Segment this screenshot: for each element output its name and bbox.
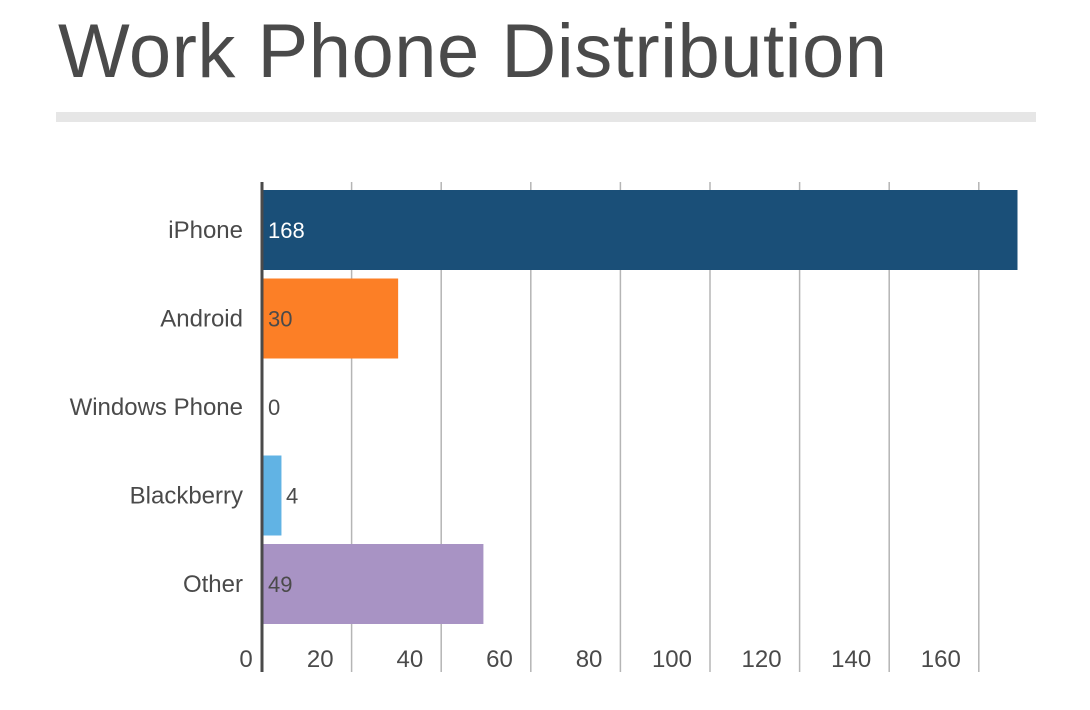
category-label: Blackberry [130,483,243,510]
x-tick-label: 140 [831,646,871,673]
x-tick-label: 0 [239,646,252,673]
bar-iphone [263,190,1018,270]
x-tick-label: 20 [307,646,334,673]
bar-other [263,544,484,624]
data-label: 49 [268,572,292,597]
x-tick-label: 80 [576,646,603,673]
x-tick-label: 160 [921,646,961,673]
x-tick-label: 40 [396,646,423,673]
category-label: iPhone [168,217,243,244]
category-label: Windows Phone [70,394,243,421]
x-tick-label: 120 [742,646,782,673]
bars [263,190,1018,624]
category-label: Android [160,306,243,333]
bar-android [263,278,399,359]
x-tick-label: 60 [486,646,513,673]
bar-blackberry [263,455,282,536]
data-label: 0 [268,395,280,420]
chart-title: Work Phone Distribution [58,9,888,94]
category-label: Other [183,571,243,598]
x-tick-label: 100 [652,646,692,673]
data-label: 168 [268,218,305,243]
data-label: 4 [286,484,298,509]
title-divider [56,112,1036,122]
data-label: 30 [268,307,292,332]
